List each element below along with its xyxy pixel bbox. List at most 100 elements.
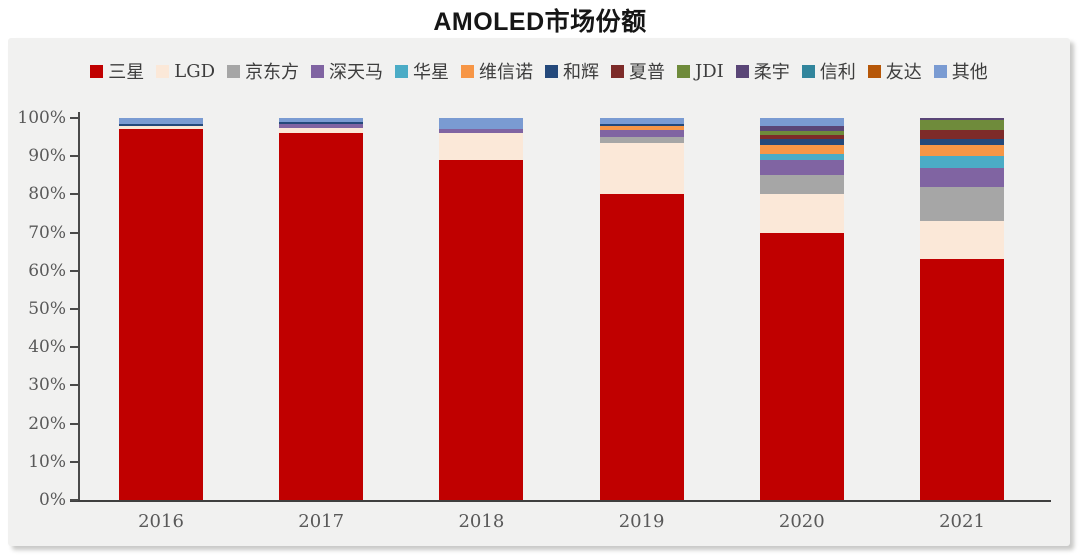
legend-label: 深天马 bbox=[329, 62, 383, 83]
legend-swatch bbox=[395, 64, 408, 78]
bar-segment bbox=[759, 118, 844, 126]
x-axis-label: 2017 bbox=[298, 511, 345, 532]
legend-item: 华星 bbox=[395, 58, 449, 84]
y-tick-mark bbox=[70, 155, 78, 158]
legend-item: LGD bbox=[156, 61, 215, 82]
legend-swatch bbox=[677, 64, 690, 78]
bar-segment bbox=[920, 144, 1004, 157]
legend-swatch bbox=[735, 64, 749, 78]
bar-segment bbox=[920, 129, 1004, 140]
bar-segment bbox=[119, 129, 203, 500]
y-tick-label: 0% bbox=[39, 490, 66, 510]
bar-segment bbox=[759, 175, 844, 195]
legend-label: 其他 bbox=[951, 62, 988, 83]
x-axis-label: 2016 bbox=[138, 511, 184, 532]
legend-label: LGD bbox=[174, 60, 215, 82]
bar-segment bbox=[599, 118, 684, 124]
y-tick-label: 60% bbox=[28, 260, 66, 281]
y-tick-mark bbox=[70, 460, 78, 463]
bar-segment bbox=[599, 142, 684, 195]
x-axis-label: 2020 bbox=[778, 511, 825, 532]
y-tick-mark bbox=[70, 499, 78, 501]
bar-segment bbox=[920, 118, 1004, 120]
legend-item: 京东方 bbox=[227, 58, 299, 84]
bar-segment bbox=[759, 139, 844, 145]
legend-label: 夏普 bbox=[629, 62, 665, 83]
y-tick-label: 30% bbox=[28, 375, 66, 396]
legend-label: 信利 bbox=[819, 62, 856, 83]
bar-segment bbox=[920, 259, 1004, 500]
y-tick-label: 10% bbox=[28, 451, 66, 472]
legend-label: JDI bbox=[695, 60, 724, 82]
legend-label: 三星 bbox=[108, 62, 145, 83]
legend-item: 三星 bbox=[90, 58, 144, 84]
bar-segment bbox=[759, 135, 844, 140]
bar-segment bbox=[599, 129, 684, 138]
bar-2018 bbox=[439, 118, 524, 500]
bar-segment bbox=[279, 127, 364, 134]
bar-segment bbox=[119, 118, 203, 124]
legend-swatch bbox=[156, 64, 170, 78]
bar-segment bbox=[920, 186, 1004, 222]
bar-segment bbox=[439, 133, 524, 161]
legend-swatch bbox=[933, 64, 947, 78]
y-tick-mark bbox=[70, 308, 78, 310]
bar-segment bbox=[599, 137, 684, 143]
bar-segment bbox=[759, 232, 844, 500]
y-tick-mark bbox=[70, 117, 78, 119]
bar-2016 bbox=[119, 118, 203, 500]
y-tick-label: 20% bbox=[28, 413, 66, 434]
bar-segment bbox=[759, 160, 844, 176]
bar-segment bbox=[599, 123, 684, 126]
legend-item: 深天马 bbox=[311, 58, 383, 84]
x-axis-line bbox=[70, 500, 1051, 502]
legend-item: JDI bbox=[677, 61, 724, 82]
legend-label: 友达 bbox=[885, 62, 922, 83]
bar-2021 bbox=[920, 118, 1004, 500]
bar-segment bbox=[759, 144, 844, 155]
x-axis-label: 2021 bbox=[939, 511, 985, 532]
bar-segment bbox=[920, 119, 1004, 130]
legend-label: 京东方 bbox=[245, 62, 299, 83]
y-tick-label: 100% bbox=[17, 108, 66, 128]
legend-label: 和辉 bbox=[563, 62, 599, 83]
bar-segment bbox=[599, 194, 684, 500]
bar-segment bbox=[439, 129, 524, 134]
bar-segment bbox=[759, 194, 844, 233]
bar-segment bbox=[279, 133, 364, 500]
bar-2019 bbox=[599, 118, 684, 500]
legend-item: 其他 bbox=[933, 58, 988, 84]
legend-swatch bbox=[545, 64, 558, 78]
legend-swatch bbox=[227, 64, 240, 78]
chart-title: AMOLED市场份额 bbox=[433, 8, 647, 36]
legend-swatch bbox=[867, 64, 881, 78]
y-tick-label: 50% bbox=[28, 299, 66, 319]
y-tick-label: 80% bbox=[28, 184, 66, 205]
bar-segment bbox=[920, 156, 1004, 168]
legend-item: 和辉 bbox=[545, 58, 599, 84]
y-tick-label: 40% bbox=[28, 337, 66, 358]
chart-panel: 三星 LGD 京东方 深天马 华星 维信诺 和辉 夏普 JDI 柔宇 信利 友达 其他 0% 10% 20%… bbox=[8, 38, 1070, 546]
legend-swatch bbox=[461, 64, 474, 78]
legend-item: 夏普 bbox=[611, 58, 665, 84]
bar-segment bbox=[759, 125, 844, 132]
y-tick-mark bbox=[70, 193, 78, 196]
bar-2017 bbox=[279, 118, 364, 500]
legend: 三星 LGD 京东方 深天马 华星 维信诺 和辉 夏普 JDI 柔宇 信利 友达 其他 bbox=[18, 58, 1060, 84]
legend-item: 维信诺 bbox=[461, 58, 533, 84]
y-tick-mark bbox=[70, 269, 78, 272]
x-axis-label: 2019 bbox=[618, 511, 665, 532]
legend-swatch bbox=[90, 64, 104, 78]
y-tick-mark bbox=[70, 422, 78, 425]
legend-swatch bbox=[801, 64, 815, 78]
bar-segment bbox=[439, 160, 524, 500]
y-tick-mark bbox=[70, 231, 78, 234]
bar-segment bbox=[920, 167, 1004, 187]
bar-segment bbox=[439, 118, 524, 130]
bar-segment bbox=[119, 125, 203, 130]
legend-item: 柔宇 bbox=[735, 58, 790, 84]
bar-segment bbox=[279, 118, 364, 122]
bar-segment bbox=[119, 123, 203, 126]
bar-segment bbox=[759, 154, 844, 161]
plot-area bbox=[80, 118, 1051, 500]
